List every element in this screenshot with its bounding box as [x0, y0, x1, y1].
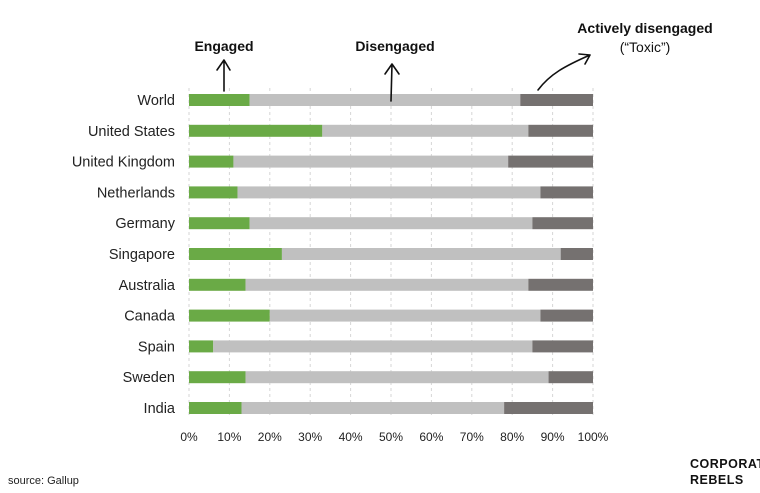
x-tick-label: 40% [339, 430, 363, 444]
bar-segment-actively-disengaged [532, 340, 593, 353]
bar-segment-disengaged [233, 155, 509, 168]
bar-segment-disengaged [269, 309, 541, 322]
bar-segment-disengaged [237, 186, 541, 199]
bar-segment-engaged [189, 340, 214, 353]
bar-segment-engaged [189, 278, 246, 291]
x-tick-label: 10% [217, 430, 241, 444]
source-note: source: Gallup [8, 475, 79, 487]
bar-segment-actively-disengaged [504, 402, 593, 414]
x-tick-label: 60% [419, 430, 443, 444]
x-tick-label: 0% [180, 430, 198, 444]
category-label: Spain [138, 339, 175, 355]
bar-segment-actively-disengaged [528, 124, 593, 137]
bar-segment-engaged [189, 94, 250, 106]
bar-segment-disengaged [241, 402, 505, 414]
bar-segment-actively-disengaged [520, 94, 593, 106]
bar-segment-actively-disengaged [560, 248, 593, 260]
x-tick-label: 100% [578, 430, 609, 444]
category-label: Singapore [109, 247, 175, 263]
category-label: Canada [124, 309, 176, 325]
bar-segment-disengaged [245, 371, 549, 384]
active-disengaged-arrow [537, 53, 591, 91]
bar-segment-actively-disengaged [540, 309, 593, 322]
bars-layer [189, 94, 593, 414]
grid-layer [188, 88, 594, 418]
bar-segment-actively-disengaged [508, 155, 593, 168]
x-tick-label: 90% [541, 430, 565, 444]
category-labels: World United States United Kingdom Netherla… [72, 93, 176, 417]
brand-line-2: REBELS [690, 473, 744, 487]
category-label: Netherlands [97, 185, 175, 201]
x-tick-label: 80% [500, 430, 524, 444]
x-tick-label: 30% [298, 430, 322, 444]
bar-segment-engaged [189, 124, 323, 137]
x-tick-labels: 0% 10% 20% 30% 40% 50% 60% 70% 80% 90% 100% [180, 430, 608, 444]
engaged-annotation: Engaged [194, 38, 253, 54]
corporate-rebels-logo: CORPORATE REBELS [690, 457, 760, 487]
toxic-annotation: (“Toxic”) [620, 39, 671, 55]
bar-segment-disengaged [249, 217, 533, 230]
bar-segment-actively-disengaged [548, 371, 593, 384]
bar-segment-engaged [189, 155, 234, 168]
legend-annotations: Engaged Disengaged Actively disengaged (… [194, 20, 713, 102]
category-label: Sweden [123, 370, 175, 386]
bar-segment-disengaged [213, 340, 533, 353]
bar-segment-engaged [189, 309, 270, 322]
bar-segment-actively-disengaged [528, 278, 593, 291]
active-disengaged-annotation: Actively disengaged [577, 20, 712, 36]
x-tick-label: 20% [258, 430, 282, 444]
category-label: Australia [119, 278, 176, 294]
category-label: Germany [115, 216, 175, 232]
bar-segment-engaged [189, 248, 282, 260]
category-label: United States [88, 124, 175, 140]
bar-segment-actively-disengaged [532, 217, 593, 230]
bar-segment-actively-disengaged [540, 186, 593, 199]
bar-segment-disengaged [245, 278, 529, 291]
engaged-arrow [216, 59, 231, 92]
bar-segment-disengaged [281, 248, 561, 260]
bar-segment-disengaged [249, 94, 521, 106]
bar-segment-engaged [189, 402, 242, 414]
bar-segment-engaged [189, 371, 246, 384]
bar-segment-disengaged [322, 124, 529, 137]
x-tick-label: 50% [379, 430, 403, 444]
brand-line-1: CORPORATE [690, 457, 760, 471]
category-label: India [144, 401, 176, 417]
category-label: United Kingdom [72, 155, 175, 171]
bar-segment-engaged [189, 186, 238, 199]
x-tick-label: 70% [460, 430, 484, 444]
disengaged-annotation: Disengaged [355, 38, 434, 54]
disengaged-arrow [384, 63, 400, 102]
category-label: World [137, 93, 175, 109]
bar-segment-engaged [189, 217, 250, 230]
